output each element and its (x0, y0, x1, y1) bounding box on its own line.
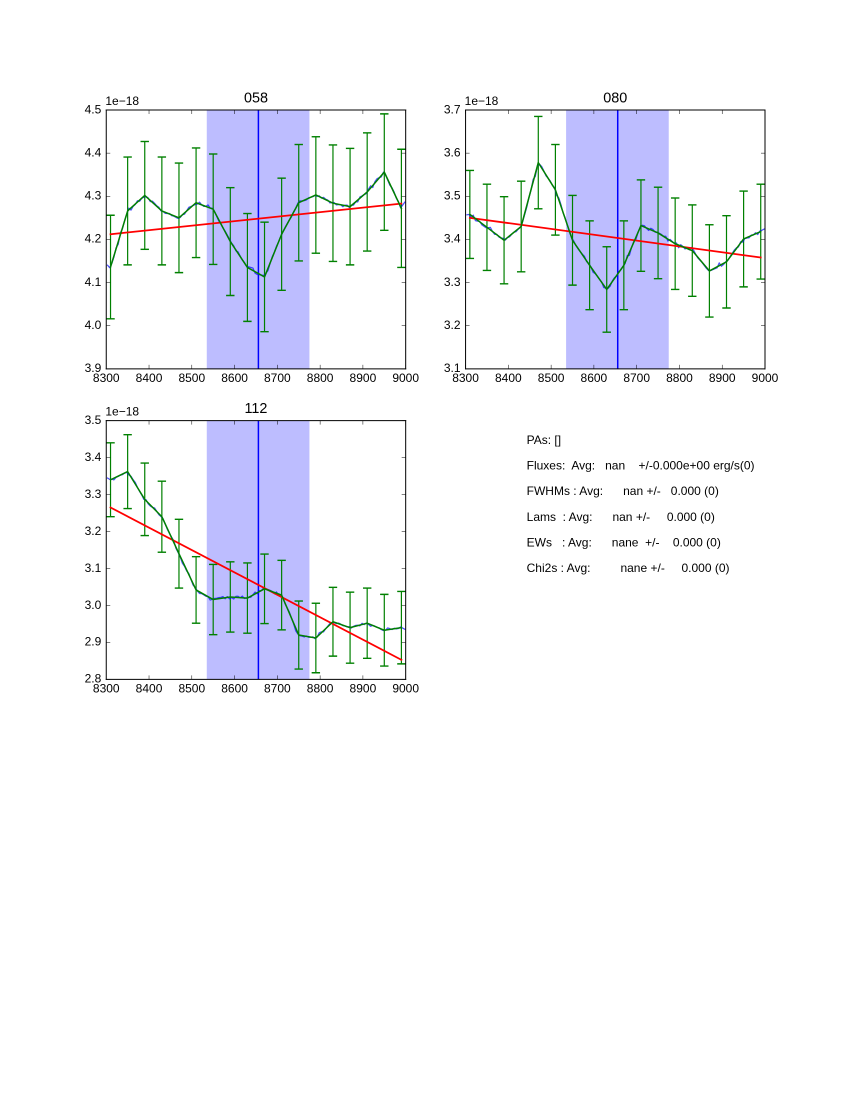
svg-text:8500: 8500 (178, 371, 205, 385)
svg-text:3.4: 3.4 (85, 450, 102, 464)
svg-text:4.5: 4.5 (85, 102, 102, 116)
svg-text:PAs: []: PAs: [] (527, 433, 561, 447)
svg-text:8800: 8800 (307, 371, 334, 385)
svg-text:3.1: 3.1 (85, 561, 102, 575)
svg-text:3.3: 3.3 (85, 487, 102, 501)
svg-text:3.5: 3.5 (85, 413, 102, 427)
svg-text:112: 112 (244, 401, 267, 417)
svg-text:Fluxes: Avg: nan +/-0.00: Fluxes: Avg: nan +/-0.000e+00 erg/s(0) (527, 459, 755, 473)
svg-text:8400: 8400 (136, 371, 163, 385)
svg-text:3.7: 3.7 (444, 102, 461, 116)
svg-text:4.2: 4.2 (85, 232, 102, 246)
svg-text:8400: 8400 (136, 682, 163, 696)
svg-text:8900: 8900 (709, 371, 736, 385)
svg-text:058: 058 (244, 91, 268, 107)
svg-text:3.9: 3.9 (85, 361, 102, 375)
svg-text:1e−18: 1e−18 (105, 404, 139, 418)
svg-text:080: 080 (603, 91, 627, 107)
svg-text:Chi2s : Avg: nane +/-: Chi2s : Avg: nane +/- 0.000 (0) (527, 561, 730, 575)
svg-text:2.9: 2.9 (85, 635, 102, 649)
svg-text:EWs : Avg: nane +/-: EWs : Avg: nane +/- 0.000 (0) (527, 535, 721, 549)
svg-text:8500: 8500 (538, 371, 565, 385)
svg-text:8400: 8400 (495, 371, 522, 385)
svg-text:8600: 8600 (581, 371, 608, 385)
svg-text:3.2: 3.2 (444, 318, 461, 332)
svg-text:3.1: 3.1 (444, 361, 461, 375)
svg-text:2.8: 2.8 (85, 672, 102, 686)
svg-text:1e−18: 1e−18 (465, 94, 499, 108)
svg-text:3.4: 3.4 (444, 232, 461, 246)
svg-text:8600: 8600 (221, 371, 248, 385)
svg-text:8300: 8300 (93, 371, 120, 385)
svg-text:Lams : Avg: nan +/-: Lams : Avg: nan +/- 0.000 (0) (527, 510, 715, 524)
svg-text:8700: 8700 (264, 682, 291, 696)
svg-text:3.0: 3.0 (85, 598, 102, 612)
svg-text:FWHMs : Avg: nan +/- 0.: FWHMs : Avg: nan +/- 0.000 (0) (527, 484, 719, 498)
svg-text:4.3: 4.3 (85, 189, 102, 203)
svg-text:9000: 9000 (752, 371, 779, 385)
svg-text:9000: 9000 (392, 371, 419, 385)
svg-text:8600: 8600 (221, 682, 248, 696)
svg-text:8300: 8300 (93, 682, 120, 696)
svg-text:8700: 8700 (264, 371, 291, 385)
svg-text:4.4: 4.4 (85, 145, 102, 159)
svg-text:3.5: 3.5 (444, 189, 461, 203)
svg-text:8300: 8300 (452, 371, 479, 385)
svg-text:4.0: 4.0 (85, 318, 102, 332)
svg-text:8500: 8500 (178, 682, 205, 696)
svg-text:8700: 8700 (623, 371, 650, 385)
svg-text:8900: 8900 (350, 682, 377, 696)
svg-text:8800: 8800 (307, 682, 334, 696)
svg-text:9000: 9000 (392, 682, 419, 696)
svg-text:8800: 8800 (666, 371, 693, 385)
svg-text:8900: 8900 (350, 371, 377, 385)
svg-text:1e−18: 1e−18 (105, 94, 139, 108)
svg-text:3.3: 3.3 (444, 275, 461, 289)
svg-text:4.1: 4.1 (85, 275, 102, 289)
svg-text:3.2: 3.2 (85, 524, 102, 538)
svg-text:3.6: 3.6 (444, 145, 461, 159)
